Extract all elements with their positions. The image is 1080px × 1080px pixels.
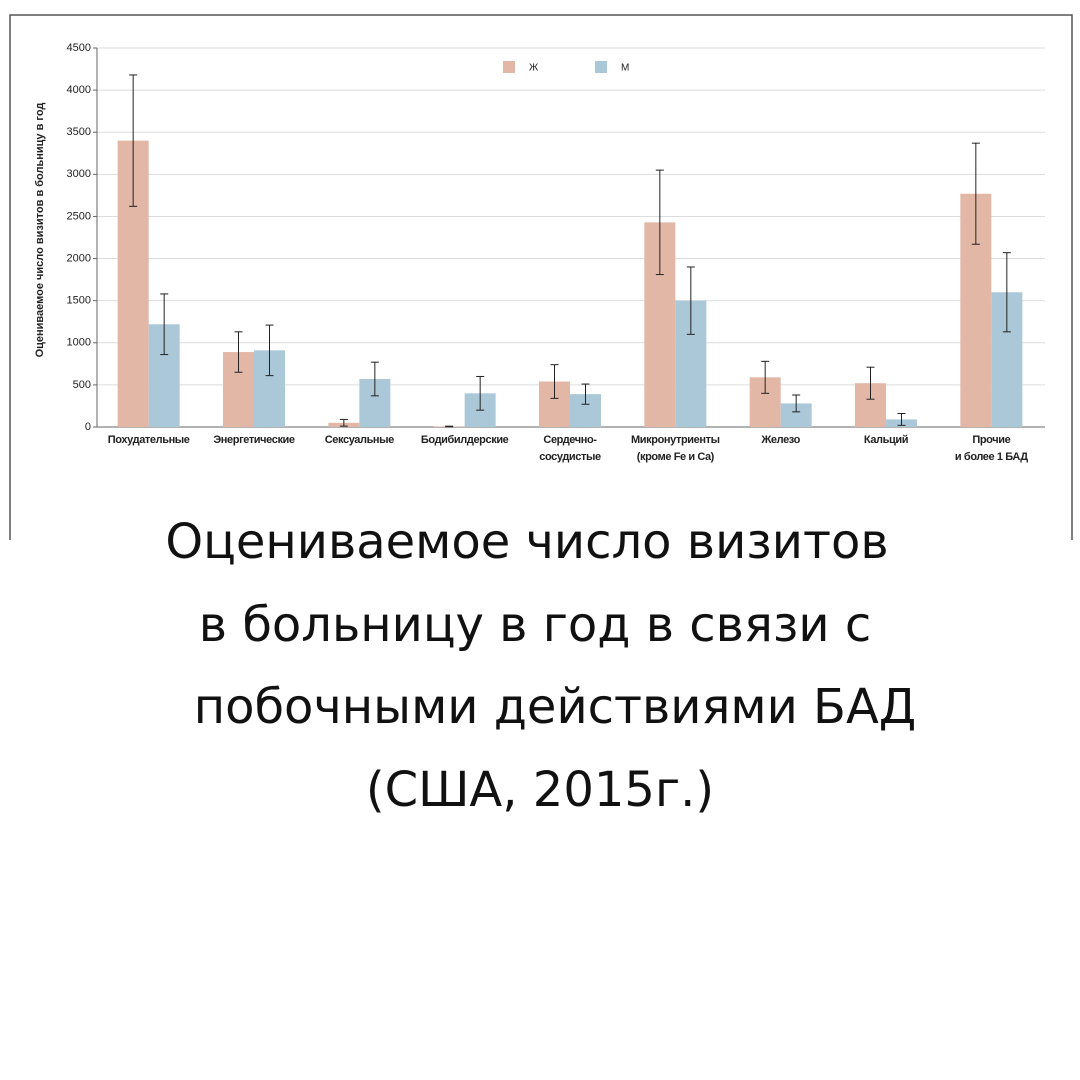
error-bar: [866, 366, 875, 400]
error-bar: [655, 169, 664, 276]
caption: (США, 2015г.): [366, 762, 714, 818]
error-bar: [581, 383, 590, 405]
error-bar: [792, 394, 801, 413]
error-bar: [370, 361, 379, 397]
y-tick-label: 2500: [67, 210, 91, 222]
legend-swatch: [503, 61, 515, 73]
caption: Оцениваемое число визитов: [165, 514, 888, 570]
x-tick-label: Бодибилдерские: [420, 434, 509, 446]
bar: [780, 403, 812, 427]
x-tick-label: Энергетические: [213, 434, 295, 446]
x-tick-label: Похудательные: [107, 434, 190, 446]
y-tick-label: 0: [85, 421, 91, 433]
y-tick-label: 3000: [67, 168, 91, 180]
caption: побочными действиями БАД: [194, 679, 917, 735]
legend-label: Ж: [529, 63, 539, 74]
legend-label: М: [621, 63, 629, 74]
error-bar: [339, 418, 348, 427]
y-axis-label: Оцениваемое число визитов в больницу в г…: [34, 103, 46, 358]
x-tick-label: Сердечно- сосудистые: [539, 434, 601, 463]
y-tick-label: 1000: [67, 337, 91, 349]
error-bar: [476, 375, 485, 411]
error-bar: [265, 324, 274, 377]
error-bar: [234, 331, 243, 373]
x-tick-label: Сексуальные: [324, 434, 395, 446]
error-bar: [550, 364, 559, 399]
error-bar: [129, 74, 138, 207]
error-bar: [897, 413, 906, 426]
y-tick-label: 500: [73, 379, 91, 391]
y-tick-label: 1500: [67, 295, 91, 307]
x-tick-label: Железо: [761, 434, 800, 446]
x-tick-label: Прочие и более 1 БАД: [954, 434, 1028, 463]
y-tick-label: 4000: [67, 84, 91, 96]
y-tick-label: 2000: [67, 252, 91, 264]
error-bar: [160, 293, 169, 356]
legend-swatch: [595, 61, 607, 73]
error-bar: [445, 425, 454, 428]
y-tick-label: 3500: [67, 126, 91, 138]
error-bar: [686, 266, 695, 335]
error-bar: [761, 360, 770, 394]
error-bar: [971, 142, 980, 245]
x-tick-label: Микронутриенты (кроме Fe и Ca): [631, 434, 720, 463]
x-tick-label: Кальций: [863, 434, 909, 446]
caption: в больницу в год в связи с: [199, 597, 871, 653]
y-tick-label: 4500: [67, 42, 91, 54]
frame: [9, 14, 1073, 540]
error-bar: [1002, 252, 1011, 333]
